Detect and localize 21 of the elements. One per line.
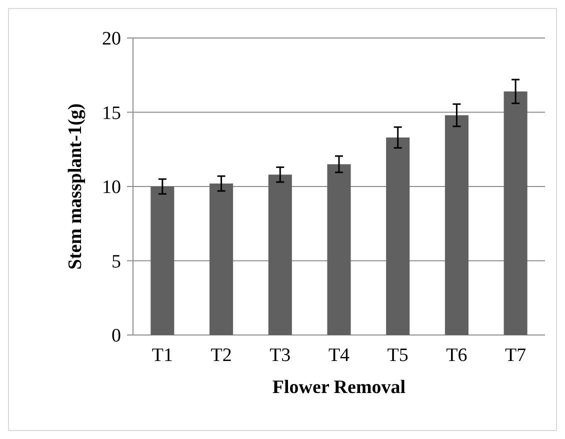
bar [210,184,234,335]
bar [327,164,351,335]
y-tick-label: 15 [102,102,121,124]
bar [268,174,292,335]
x-axis-title: Flower Removal [272,377,406,398]
bar [150,186,174,335]
bar [504,91,528,335]
y-tick-label: 20 [102,28,121,50]
bar [386,137,410,335]
x-tick-label: T2 [210,345,232,366]
bar [444,115,468,335]
y-tick-label: 10 [102,177,121,198]
x-tick-label: T3 [270,345,291,366]
y-axis-title: Stem massplant-1(g) [65,103,86,270]
x-tick-label: T4 [328,345,350,366]
y-tick-label: 5 [112,251,121,272]
x-tick-label: T5 [387,345,408,366]
x-tick-label: T6 [446,345,468,366]
x-tick-label: T7 [505,345,526,366]
x-tick-label: T1 [152,345,173,366]
y-tick-label: 0 [112,326,121,347]
